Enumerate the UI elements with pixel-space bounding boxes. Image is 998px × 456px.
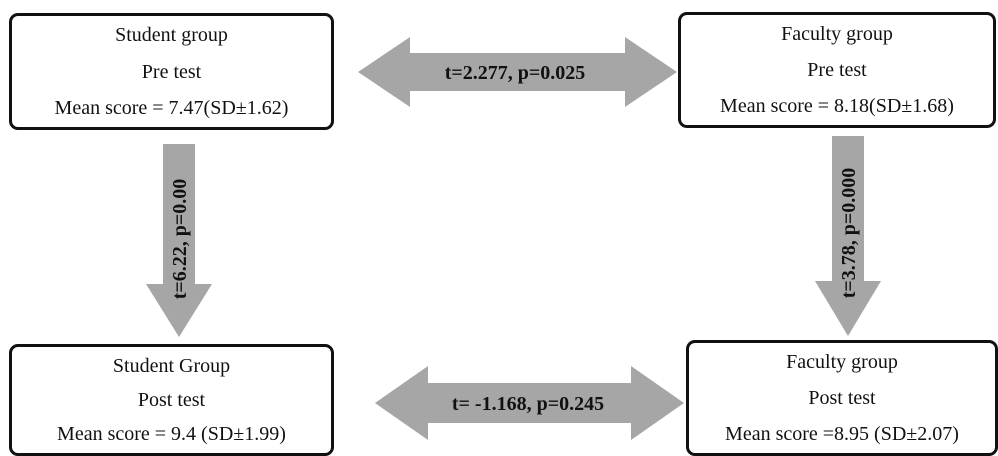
mean-score: Mean score = 8.18(SD±1.68) (720, 95, 954, 117)
student-post-test-box: Student Group Post test Mean score = 9.4… (9, 344, 334, 456)
faculty-down-arrow (815, 136, 881, 336)
student-pre-test-box: Student group Pre test Mean score = 7.47… (9, 13, 334, 130)
mean-score: Mean score =8.95 (SD±2.07) (725, 423, 959, 445)
pre-test-comparison-label: t=2.277, p=0.025 (445, 62, 586, 84)
post-test-comparison-label: t= -1.168, p=0.245 (452, 393, 604, 415)
pre-test-double-arrow (358, 37, 677, 107)
test-label: Post test (137, 389, 206, 411)
post-test-double-arrow (375, 366, 684, 440)
student-down-arrow (146, 144, 212, 337)
faculty-pre-test-box: Faculty group Pre test Mean score = 8.18… (678, 12, 996, 128)
mean-score: Mean score = 9.4 (SD±1.99) (57, 423, 286, 445)
group-label: Faculty group (781, 23, 893, 45)
test-label: Post test (808, 387, 876, 409)
group-label: Student group (115, 24, 228, 46)
faculty-within-comparison-label: t=3.78, p=0.000 (838, 168, 860, 299)
test-label: Pre test (807, 59, 867, 81)
test-label: Pre test (141, 60, 202, 83)
group-label: Student Group (112, 355, 231, 377)
student-within-comparison-label: t=6.22, p=0.00 (169, 179, 191, 300)
mean-score: Mean score = 7.47(SD±1.62) (54, 97, 289, 119)
faculty-post-test-box: Faculty group Post test Mean score =8.95… (686, 340, 998, 456)
group-label: Faculty group (786, 351, 898, 373)
